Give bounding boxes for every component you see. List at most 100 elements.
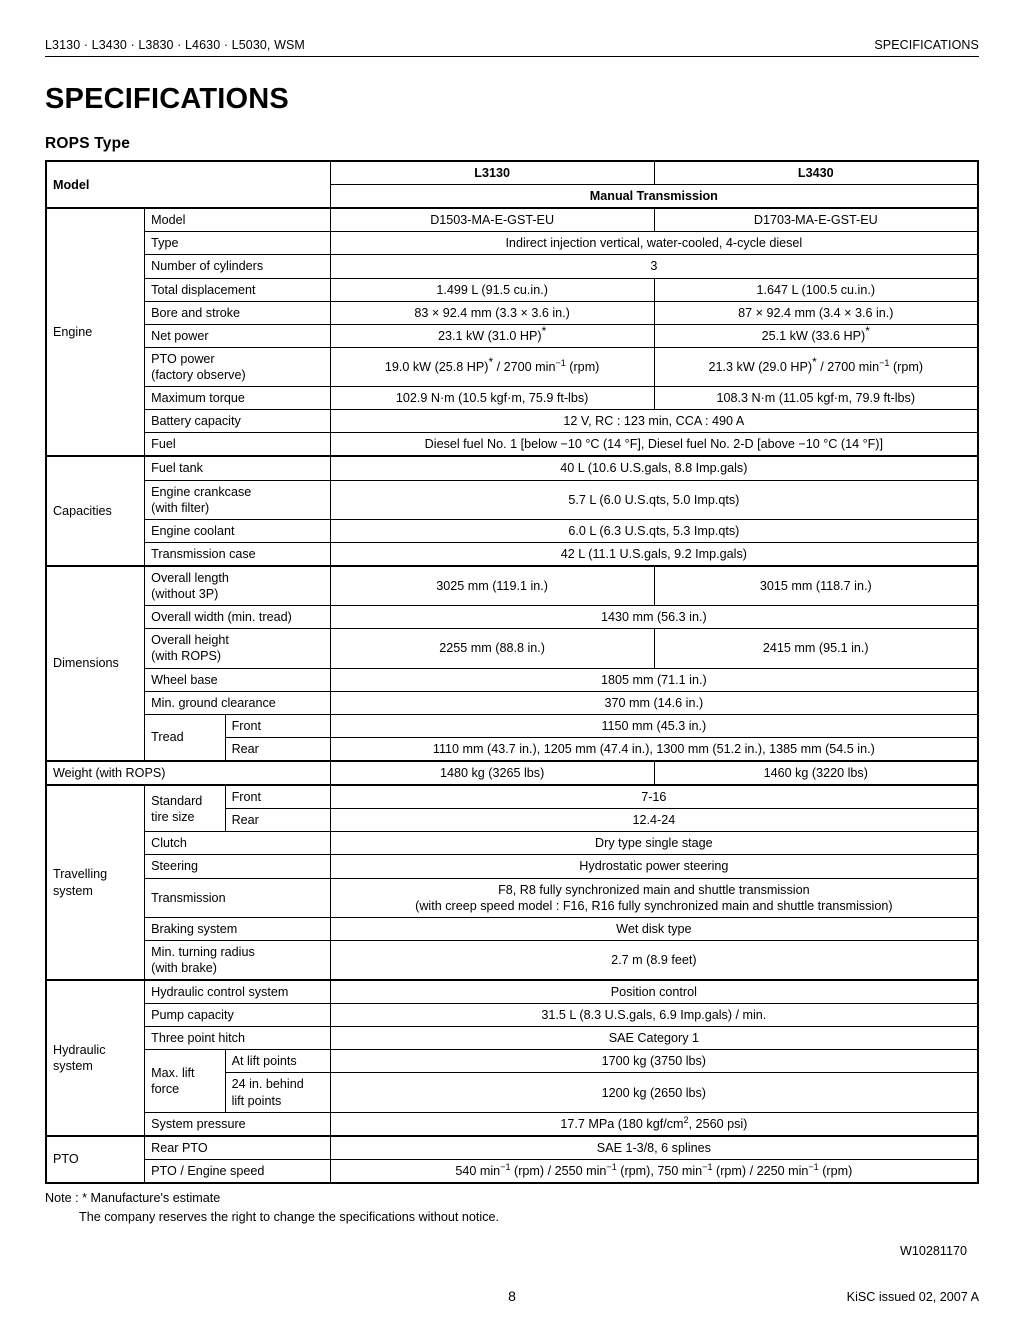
row-label: Overall length (without 3P)	[144, 564, 331, 607]
row-label-weight: Weight (with ROPS)	[45, 759, 331, 786]
row-label: Engine crankcase (with filter)	[144, 479, 331, 520]
row-value: Wet disk type	[329, 916, 979, 941]
table-row: Tread Front 1150 mm (45.3 in.)	[46, 713, 979, 762]
row-label: Tread	[144, 713, 226, 762]
running-header: L3130 · L3430 · L3830 · L4630 · L5030, W…	[45, 0, 979, 52]
row-value-l3130: 1480 kg (3265 lbs)	[329, 759, 655, 786]
table-row: Bore and stroke 83 × 92.4 mm (3.3 × 3.6 i…	[46, 300, 979, 325]
running-header-left: L3130 · L3430 · L3830 · L4630 · L5030, W…	[45, 38, 305, 52]
row-value: Hydrostatic power steering	[329, 854, 979, 879]
row-label: Fuel	[144, 432, 331, 457]
row-value-l3130: 23.1 kW (31.0 HP)*	[329, 323, 655, 348]
row-label: Transmission case	[144, 541, 331, 567]
row-label: Min. ground clearance	[144, 690, 331, 715]
row-value-l3430: 87 × 92.4 mm (3.4 × 3.6 in.)	[653, 300, 979, 325]
row-label: Pump capacity	[144, 1003, 331, 1028]
header-model-label: Model	[45, 159, 331, 209]
table-row: Type Indirect injection vertical, water-c…	[46, 231, 979, 256]
table-row: Three point hitch SAE Category 1	[46, 1026, 979, 1051]
header-transmission: Manual Transmission	[329, 184, 979, 209]
table-row: Dimensions Overall length (without 3P) 3025…	[45, 564, 979, 762]
row-value: 7-16	[329, 784, 979, 810]
table-row: System pressure 17.7 MPa (180 kgf/cm2, 25…	[46, 1111, 979, 1137]
row-value-l3130: 83 × 92.4 mm (3.3 × 3.6 in.)	[329, 300, 655, 325]
section-title: ROPS Type	[45, 135, 131, 152]
row-value: 31.5 L (8.3 U.S.gals, 6.9 Imp.gals) / mi…	[329, 1003, 979, 1028]
row-value: 1200 kg (2650 lbs)	[329, 1072, 979, 1113]
row-label: PTO / Engine speed	[144, 1158, 331, 1185]
header-model-l3130: L3130	[329, 160, 655, 186]
row-value: 12 V, RC : 123 min, CCA : 490 A	[329, 409, 979, 434]
row-label: Engine coolant	[144, 518, 331, 543]
table-row: Clutch Dry type single stage	[46, 831, 979, 856]
row-value: SAE 1-3/8, 6 splines	[329, 1134, 979, 1160]
row-value-l3430: 21.3 kW (29.0 HP)* / 2700 min−1 (rpm)	[653, 346, 979, 388]
table-row: Net power 23.1 kW (31.0 HP)* 25.1 kW (33.6…	[46, 323, 979, 348]
row-label: Battery capacity	[144, 409, 331, 434]
row-value: 12.4-24	[329, 808, 979, 833]
row-value: Dry type single stage	[329, 831, 979, 856]
table-row: Overall width (min. tread) 1430 mm (56.3 …	[46, 605, 979, 630]
row-value: Position control	[329, 979, 979, 1005]
table-row: Engine Model D1503-MA-E-GST-EU D1703-MA-E-G…	[45, 207, 979, 457]
table-row: Overall height (with ROPS) 2255 mm (88.8 i…	[46, 628, 979, 669]
row-label: Wheel base	[144, 667, 331, 692]
row-value: Indirect injection vertical, water-coole…	[329, 231, 979, 256]
row-value: 6.0 L (6.3 U.S.qts, 5.3 Imp.qts)	[329, 518, 979, 543]
row-label: Model	[144, 207, 331, 233]
table-row: Capacities Fuel tank 40 L (10.6 U.S.gals, …	[45, 455, 979, 567]
table-row: Engine crankcase (with filter) 5.7 L (6.0 …	[46, 479, 979, 520]
row-sub-label: 24 in. behind lift points	[224, 1072, 331, 1113]
row-value-l3430: 2415 mm (95.1 in.)	[653, 628, 979, 669]
row-value: 1700 kg (3750 lbs)	[329, 1049, 979, 1074]
row-value: 1430 mm (56.3 in.)	[329, 605, 979, 630]
table-row: Travelling system Standard tire size Front 7-…	[45, 784, 979, 981]
row-label: Three point hitch	[144, 1026, 331, 1051]
row-value: 1805 mm (71.1 in.)	[329, 667, 979, 692]
row-label: Overall width (min. tread)	[144, 605, 331, 630]
table-row: Maximum torque 102.9 N·m (10.5 kgf·m, 75.…	[46, 386, 979, 411]
row-value-l3430: 1.647 L (100.5 cu.in.)	[653, 277, 979, 302]
page-title: SPECIFICATIONS	[45, 83, 289, 115]
row-sub-label: Front	[224, 784, 331, 810]
table-row: Min. turning radius (with brake) 2.7 m (8.…	[46, 939, 979, 981]
row-value: 1150 mm (45.3 in.)	[329, 713, 979, 738]
header-model-l3430: L3430	[653, 160, 979, 186]
table-row: Number of cylinders 3	[46, 254, 979, 279]
page-footer: 8 KiSC issued 02, 2007 A	[45, 1288, 979, 1304]
header-rule	[45, 56, 979, 57]
row-category: Dimensions	[45, 564, 146, 762]
row-label: Bore and stroke	[144, 300, 331, 325]
row-label: System pressure	[144, 1111, 331, 1137]
row-label: Hydraulic control system	[144, 979, 331, 1005]
row-value: 1110 mm (43.7 in.), 1205 mm (47.4 in.), …	[329, 736, 979, 762]
note-line-2: The company reserves the right to change…	[79, 1209, 500, 1224]
row-label: Braking system	[144, 916, 331, 941]
table-row: Braking system Wet disk type	[46, 916, 979, 941]
table-row: Transmission case 42 L (11.1 U.S.gals, 9.…	[46, 541, 979, 567]
table-row: Pump capacity 31.5 L (8.3 U.S.gals, 6.9 I…	[46, 1003, 979, 1028]
row-value-l3430: 25.1 kW (33.6 HP)*	[653, 323, 979, 348]
row-value-l3430: D1703-MA-E-GST-EU	[653, 207, 979, 233]
row-value: 42 L (11.1 U.S.gals, 9.2 Imp.gals)	[329, 541, 979, 567]
document-code: W10281170	[900, 1243, 967, 1258]
row-value: 40 L (10.6 U.S.gals, 8.8 Imp.gals)	[329, 455, 979, 481]
table-row: Battery capacity 12 V, RC : 123 min, CCA …	[46, 409, 979, 434]
table-row: 24 in. behind lift points 1200 kg (2650 lb…	[46, 1072, 979, 1113]
row-label: Fuel tank	[144, 455, 331, 481]
table-row: Hydraulic system Hydraulic control system P…	[45, 979, 979, 1137]
row-label: PTO power (factory observe)	[144, 346, 331, 388]
row-value-l3430: 108.3 N·m (11.05 kgf·m, 79.9 ft-lbs)	[653, 386, 979, 411]
note-line-1: Note : * Manufacture's estimate	[45, 1191, 221, 1206]
row-value: 2.7 m (8.9 feet)	[329, 939, 979, 981]
row-label: Max. lift force	[144, 1049, 226, 1113]
page-number: 8	[508, 1288, 516, 1304]
table-row: PTO / Engine speed 540 min−1 (rpm) / 2550…	[46, 1158, 979, 1185]
table-header-row-models: Model L3130 L3430	[45, 159, 979, 209]
row-sub-label: Front	[224, 713, 331, 738]
row-value-l3130: D1503-MA-E-GST-EU	[329, 207, 655, 233]
row-label: Maximum torque	[144, 386, 331, 411]
row-category: Capacities	[45, 455, 146, 567]
table-row: Total displacement 1.499 L (91.5 cu.in.) 1…	[46, 277, 979, 302]
